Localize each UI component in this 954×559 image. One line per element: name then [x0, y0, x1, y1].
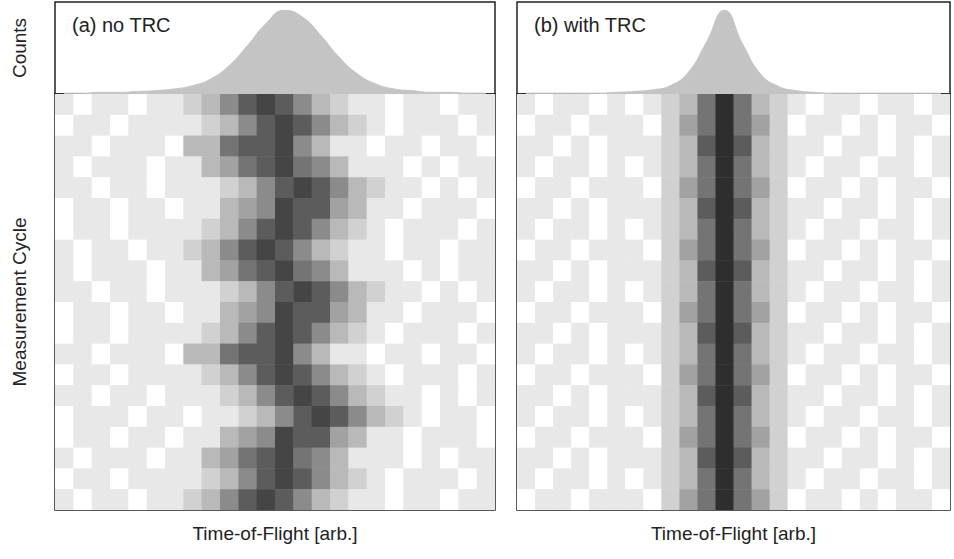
- svg-text:(b) with TRC: (b) with TRC: [534, 14, 646, 36]
- svg-text:(a) no TRC: (a) no TRC: [72, 14, 171, 36]
- svg-text:Time-of-Flight [arb.]: Time-of-Flight [arb.]: [651, 523, 816, 544]
- svg-text:Counts: Counts: [9, 18, 30, 78]
- svg-text:Time-of-Flight [arb.]: Time-of-Flight [arb.]: [192, 523, 357, 544]
- svg-text:Measurement Cycle: Measurement Cycle: [9, 218, 30, 387]
